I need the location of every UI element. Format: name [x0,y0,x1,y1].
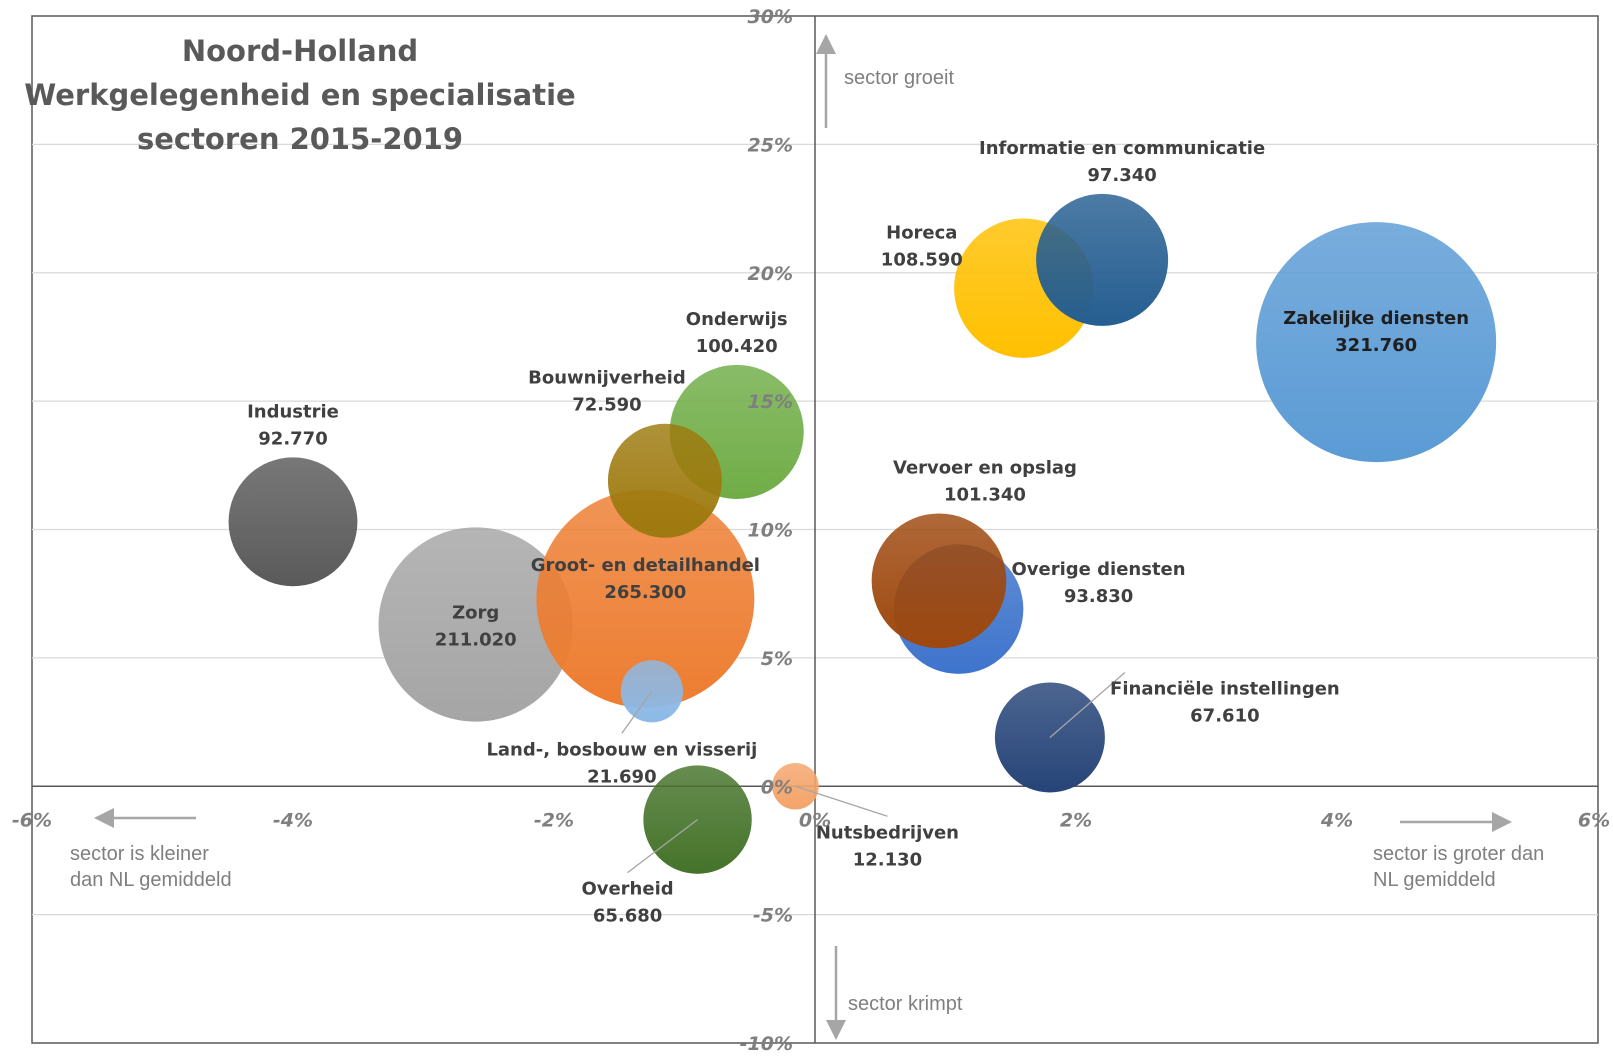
chart-title: Noord-Holland Werkgelegenheid en special… [24,34,575,156]
bubble-zorg [378,527,573,722]
annotation-left-line-2: dan NL gemiddeld [70,869,232,891]
x-tick-label: -2% [534,809,574,831]
leader-line [621,690,653,734]
value-vervoer-en-opslag: 101.340 [944,485,1026,506]
bubble-labels: Industrie 92.770 Zorg 211.020 Groot- en deta… [247,138,1469,927]
leader-line [795,785,888,817]
value-industrie: 92.770 [258,428,327,449]
value-onderwijs: 100.420 [696,336,778,357]
x-tick-label: -4% [273,809,313,831]
label-zakelijke-diensten: Zakelijke diensten [1283,308,1469,329]
value-financi-le-instellingen: 67.610 [1190,705,1259,726]
bubble-bouwnijverheid [607,423,722,538]
value-horeca: 108.590 [881,249,963,270]
label-industrie: Industrie [247,401,339,422]
value-groot-en-detailhandel: 265.300 [604,582,686,603]
y-tick-label: 0% [761,776,793,798]
value-zorg: 211.020 [435,629,517,650]
y-tick-label: 10% [748,520,793,542]
label-zorg: Zorg [452,602,499,623]
value-nutsbedrijven: 12.130 [853,849,922,870]
bubble-groot-en-detailhandel [536,489,755,708]
annotation-down: sector krimpt [848,993,963,1015]
bubbles [228,193,1497,874]
y-tick-label: 20% [748,263,793,285]
annotation-right-line-1: sector is groter dan [1373,843,1544,865]
value-overige-diensten: 93.830 [1064,586,1133,607]
label-onderwijs: Onderwijs [686,309,788,330]
annotation-left-line-1: sector is kleiner [70,843,209,865]
bubble-vervoer-en-opslag [871,513,1007,649]
label-overheid: Overheid [581,879,673,900]
y-tick-label: 15% [748,391,793,413]
leader-line [1049,671,1126,738]
label-bouwnijverheid: Bouwnijverheid [528,368,686,389]
y-tick-label: 30% [748,6,793,28]
label-nutsbedrijven: Nutsbedrijven [816,822,959,843]
annotation-up: sector groeit [844,67,954,89]
value-bouwnijverheid: 72.590 [572,395,641,416]
quadrant-annotations: sector groeit sector krimpt sector is kl… [70,34,1544,1040]
label-financi-le-instellingen: Financiële instellingen [1110,678,1340,699]
label-horeca: Horeca [886,222,957,243]
label-vervoer-en-opslag: Vervoer en opslag [893,458,1077,479]
y-tick-label: 5% [761,648,793,670]
title-line-1: Noord-Holland [182,34,418,68]
value-informatie-en-communicatie: 97.340 [1087,165,1156,186]
title-line-3: sectoren 2015-2019 [137,122,463,156]
label-informatie-en-communicatie: Informatie en communicatie [979,138,1265,159]
x-tick-label: 0% [799,809,831,831]
label-groot-en-detailhandel: Groot- en detailhandel [531,555,760,576]
y-tick-label: -5% [753,905,793,927]
leader-lines [621,671,1126,874]
leader-line [627,819,698,874]
bubble-informatie-en-communicatie [1036,193,1169,326]
annotation-right-line-2: NL gemiddeld [1373,869,1496,891]
label-overige-diensten: Overige diensten [1012,559,1186,580]
y-tick-label: -10% [740,1033,793,1051]
title-line-2: Werkgelegenheid en specialisatie [24,78,575,112]
bubble-zakelijke-diensten [1256,222,1497,463]
x-tick-label: 4% [1320,809,1353,831]
label-land-bosbouw-en-visserij: Land-, bosbouw en visserij [486,739,757,760]
y-tick-label: 25% [748,134,793,156]
value-land-bosbouw-en-visserij: 21.690 [587,766,656,787]
x-tick-label: 6% [1578,809,1610,831]
value-overheid: 65.680 [593,906,662,927]
x-tick-label: -6% [12,809,52,831]
bubble-industrie [228,457,358,587]
value-zakelijke-diensten: 321.760 [1335,335,1417,356]
tick-labels: 30% 25% 20% 15% 10% 5% 0% -5% -10% -6% -4% -2% 0% 2% 4… [12,6,1610,1055]
x-tick-label: 2% [1060,809,1092,831]
